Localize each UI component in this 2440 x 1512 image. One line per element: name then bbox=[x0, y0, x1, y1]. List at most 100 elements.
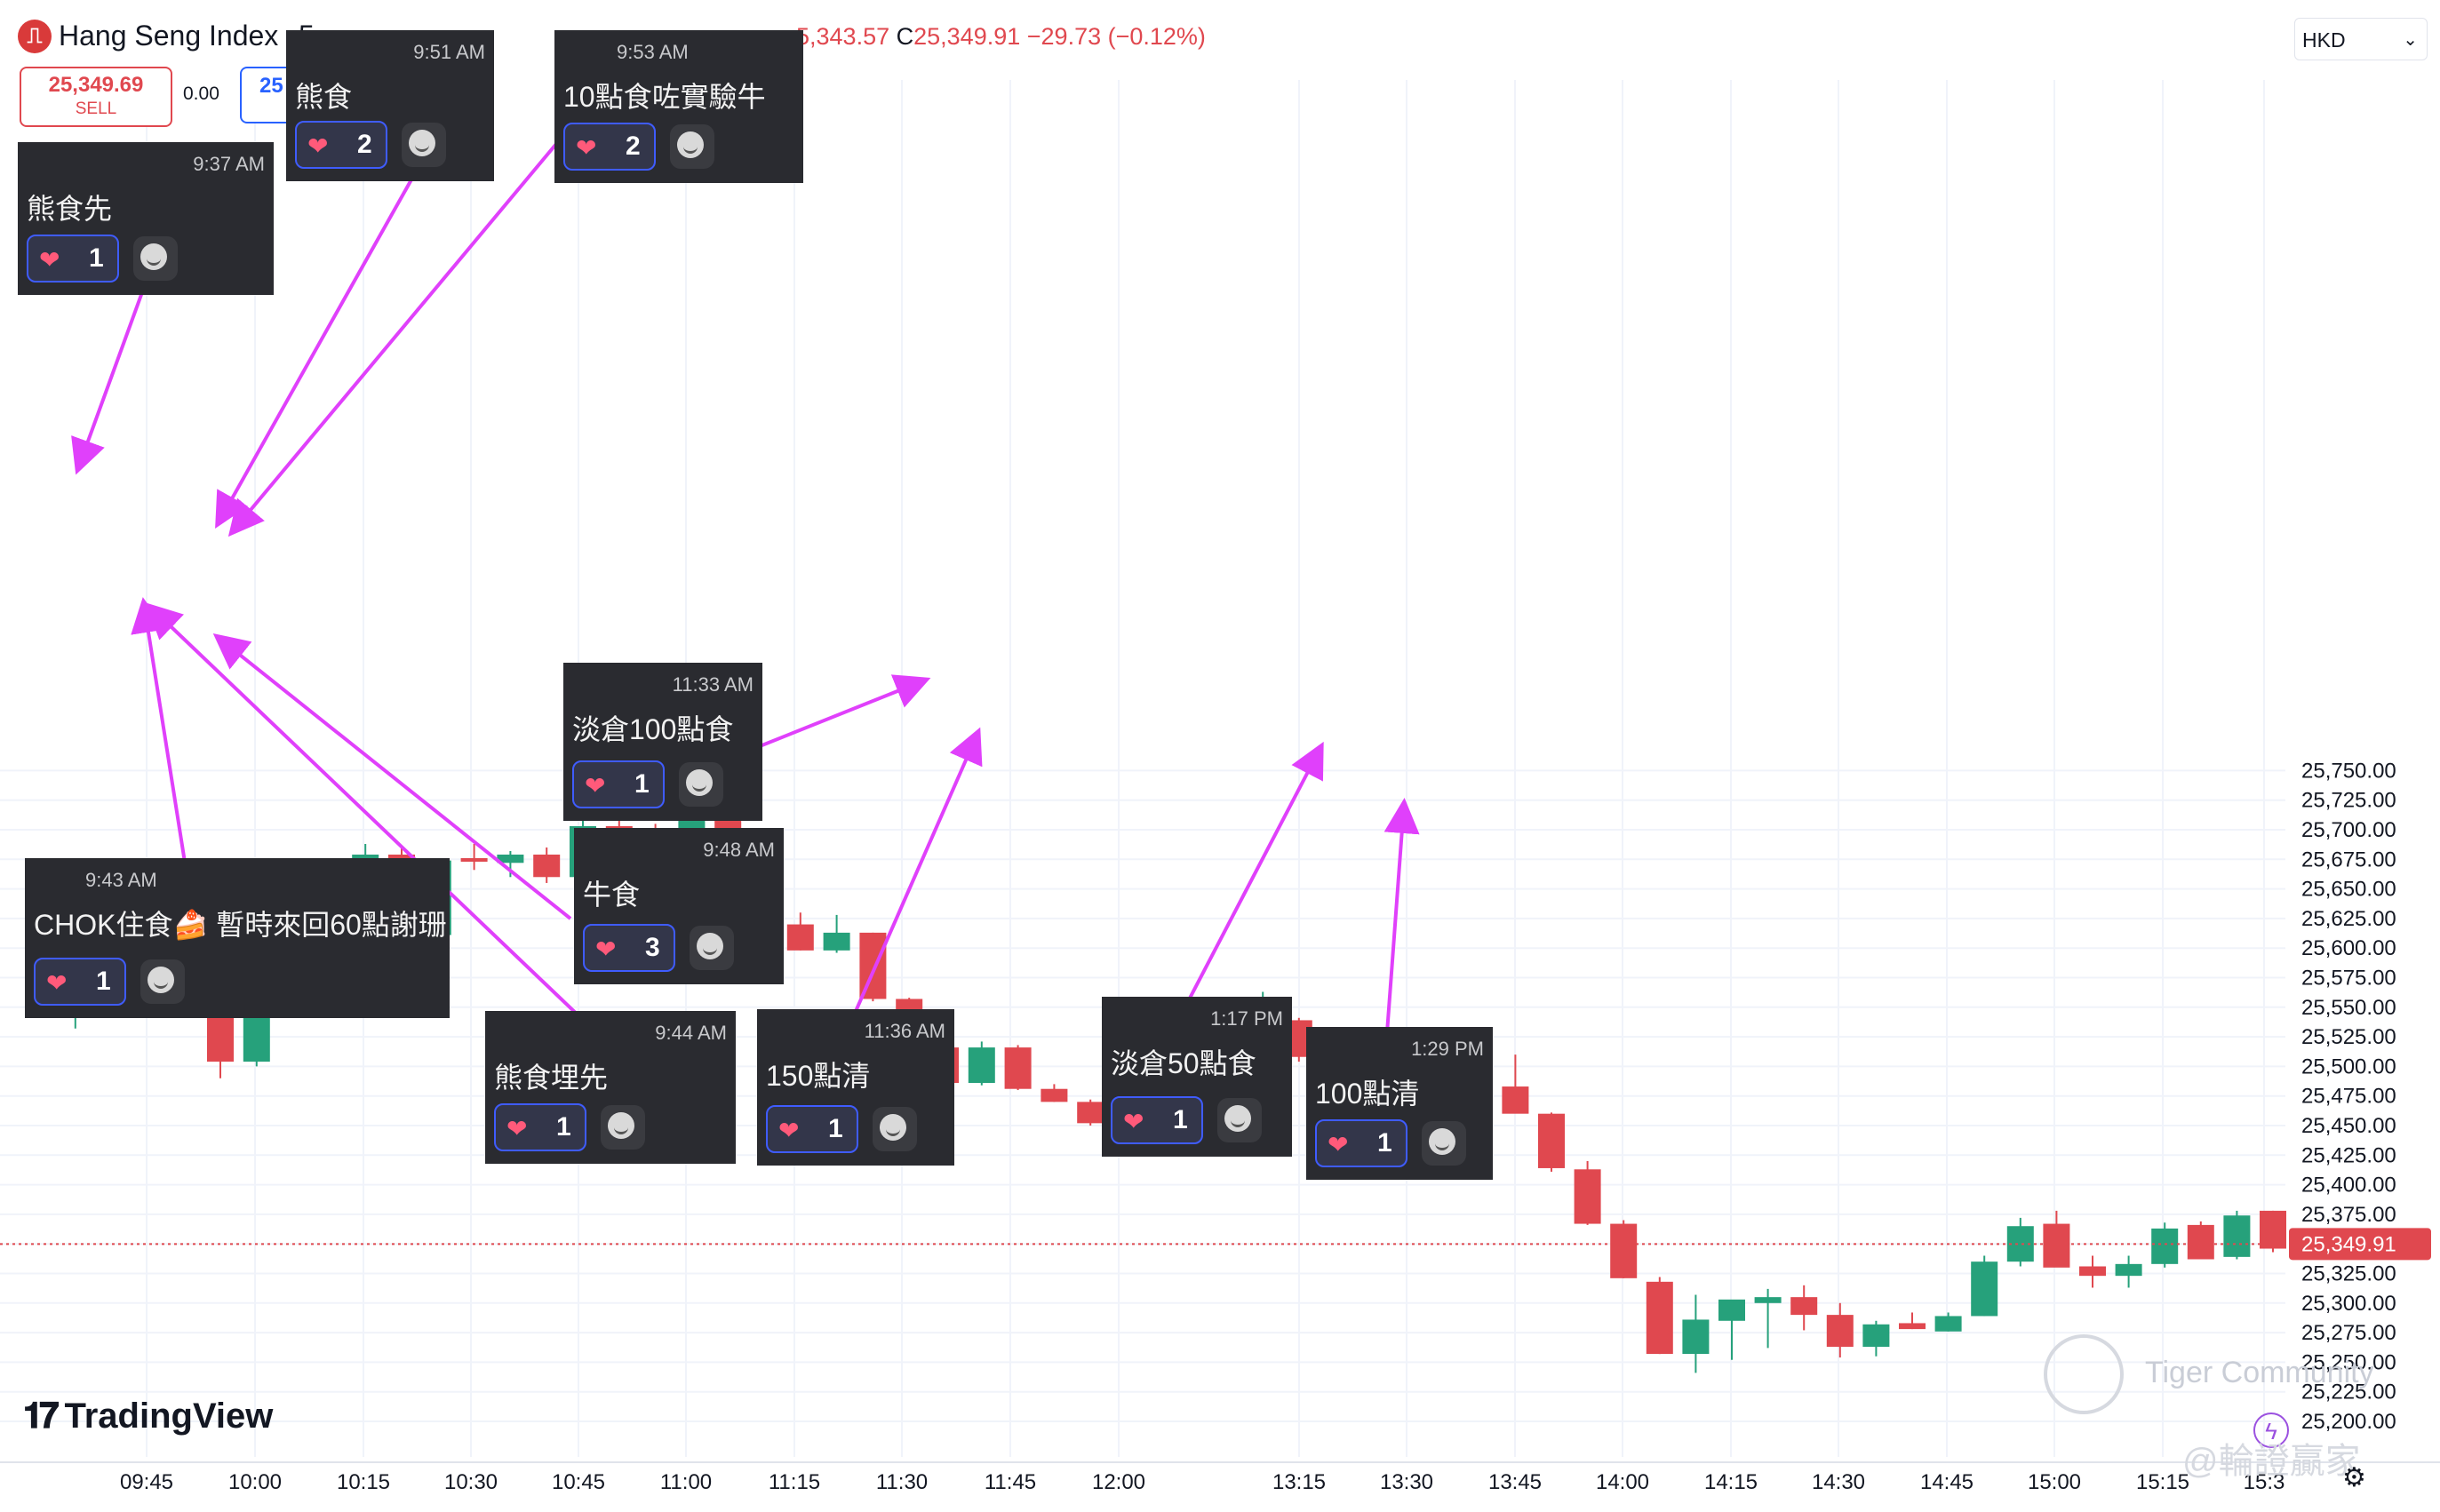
user-watermark: @輪證贏家 bbox=[2182, 1442, 2361, 1481]
emoji-picker-icon[interactable] bbox=[670, 124, 714, 169]
comment-text: CHOK住食🍰 暫時來回60點謝珊 bbox=[34, 909, 447, 941]
comment-text: 100點清 bbox=[1315, 1078, 1420, 1110]
emoji-picker-icon[interactable] bbox=[402, 123, 446, 167]
price-tick-label: 25,425.00 bbox=[2301, 1143, 2396, 1167]
sell-button[interactable]: 25,349.69 SELL bbox=[20, 67, 172, 127]
last-price-marker: 25,349.91 bbox=[0, 1228, 2431, 1261]
candle-body bbox=[1538, 1113, 1565, 1168]
candle-body bbox=[1502, 1086, 1529, 1114]
candle-body bbox=[1610, 1223, 1638, 1278]
candle-body bbox=[786, 924, 814, 951]
emoji-picker-icon[interactable] bbox=[601, 1105, 645, 1150]
price-tick-label: 25,450.00 bbox=[2301, 1114, 2396, 1138]
comment-time: 9:37 AM bbox=[193, 153, 265, 175]
comment-text: 熊食先 bbox=[27, 193, 113, 225]
emoji-picker-icon[interactable] bbox=[1422, 1121, 1466, 1166]
candle-body bbox=[2260, 1210, 2286, 1249]
reaction-button[interactable]: ❤ 1 bbox=[27, 235, 119, 283]
price-axis: 25,750.00 25,725.00 25,700.00 25,675.00 25,6… bbox=[2301, 759, 2396, 1434]
comment-card[interactable]: 11:33 AM 淡倉100點食 ❤ 1 bbox=[563, 663, 762, 821]
currency-label: HKD bbox=[2302, 28, 2346, 52]
last-price-badge bbox=[2289, 1228, 2431, 1261]
heart-icon: ❤ bbox=[39, 246, 60, 274]
comment-card[interactable]: 1:17 PM 淡倉50點食 ❤ 1 bbox=[1102, 997, 1292, 1157]
time-tick-label: 13:45 bbox=[1488, 1470, 1542, 1494]
chart-header: ⎍ Hang Seng Index 5 5,343.57 C25,349.91 … bbox=[0, 0, 2440, 71]
reaction-button[interactable]: ❤ 1 bbox=[1315, 1119, 1407, 1167]
time-tick-label: 14:45 bbox=[1920, 1470, 1974, 1494]
candle-body bbox=[1646, 1281, 1673, 1355]
chart-grid bbox=[0, 80, 2285, 1457]
candle-body bbox=[2115, 1263, 2142, 1277]
comment-card[interactable]: 9:53 AM 10點食咗實驗牛 ❤ 2 bbox=[554, 30, 803, 183]
time-tick-label: 14:15 bbox=[1704, 1470, 1758, 1494]
reaction-button[interactable]: ❤ 1 bbox=[766, 1105, 858, 1153]
reaction-count: 1 bbox=[634, 769, 650, 799]
price-tick-label: 25,200.00 bbox=[2301, 1410, 2396, 1434]
candle-body bbox=[2151, 1228, 2179, 1264]
candle-body bbox=[1041, 1088, 1068, 1102]
reaction-button[interactable]: ❤ 2 bbox=[295, 121, 387, 169]
emoji-picker-icon[interactable] bbox=[140, 959, 185, 1004]
annotation-arrow bbox=[227, 131, 567, 537]
comment-card[interactable]: 9:43 AM CHOK住食🍰 暫時來回60點謝珊 ❤ 1 bbox=[25, 858, 450, 1018]
time-axis: 09:45 10:00 10:15 10:30 10:45 11:00 11:15 11:30… bbox=[0, 1461, 2440, 1494]
chevron-down-icon: ⌄ bbox=[2403, 30, 2418, 50]
candle-body bbox=[968, 1047, 995, 1084]
sell-label: SELL bbox=[75, 99, 117, 118]
candle-body bbox=[1971, 1261, 1998, 1317]
comment-card[interactable]: 1:29 PM 100點清 ❤ 1 bbox=[1306, 1027, 1493, 1180]
symbol-name[interactable]: Hang Seng Index bbox=[59, 20, 279, 52]
tiger-community-watermark: Tiger Community bbox=[2145, 1356, 2374, 1389]
price-tick-label: 25,325.00 bbox=[2301, 1262, 2396, 1286]
comment-card[interactable]: 9:51 AM 熊食 ❤ 2 bbox=[286, 30, 494, 181]
heart-icon: ❤ bbox=[778, 1117, 800, 1144]
time-tick-label: 13:15 bbox=[1272, 1470, 1326, 1494]
annotation-arrow bbox=[1383, 798, 1420, 1046]
sell-price: 25,349.69 bbox=[48, 73, 144, 97]
tradingview-wordmark: TradingView bbox=[64, 1397, 274, 1436]
heart-icon: ❤ bbox=[576, 134, 597, 162]
reaction-count: 1 bbox=[1173, 1105, 1188, 1134]
lightning-icon[interactable]: ϟ bbox=[2253, 1413, 2289, 1448]
comment-text: 淡倉100點食 bbox=[572, 713, 734, 745]
comment-card[interactable]: 9:48 AM 牛食 ❤ 3 bbox=[574, 828, 784, 984]
reaction-count: 2 bbox=[626, 131, 641, 161]
emoji-picker-icon[interactable] bbox=[690, 926, 734, 970]
comment-card[interactable]: 9:44 AM 熊食埋先 ❤ 1 bbox=[485, 1011, 736, 1164]
time-tick-label: 13:30 bbox=[1380, 1470, 1433, 1494]
gear-icon[interactable]: ⚙ bbox=[2342, 1463, 2366, 1492]
candle-body bbox=[1790, 1297, 1818, 1316]
comment-time: 1:29 PM bbox=[1411, 1038, 1484, 1060]
price-tick-label: 25,600.00 bbox=[2301, 936, 2396, 960]
emoji-picker-icon[interactable] bbox=[133, 236, 178, 281]
price-tick-label: 25,575.00 bbox=[2301, 967, 2396, 991]
candle-body bbox=[1862, 1324, 1890, 1348]
comment-time: 11:33 AM bbox=[672, 673, 754, 696]
comment-card[interactable]: 9:37 AM 熊食先 ❤ 1 bbox=[18, 142, 274, 295]
emoji-picker-icon[interactable] bbox=[873, 1107, 917, 1151]
tradingview-logo[interactable]: 𝟏𝟕 TradingView bbox=[23, 1397, 273, 1436]
candle-body bbox=[1718, 1299, 1745, 1321]
candle-body bbox=[1574, 1169, 1601, 1224]
annotation-arrow bbox=[146, 602, 583, 1020]
comment-time: 9:44 AM bbox=[655, 1022, 727, 1044]
emoji-picker-icon[interactable] bbox=[679, 762, 723, 807]
annotation-arrow bbox=[215, 152, 428, 529]
reaction-button[interactable]: ❤ 1 bbox=[572, 760, 665, 808]
reaction-button[interactable]: ❤ 1 bbox=[494, 1103, 586, 1151]
comment-card[interactable]: 11:36 AM 150點清 ❤ 1 bbox=[757, 1009, 954, 1166]
emoji-picker-icon[interactable] bbox=[1217, 1098, 1262, 1142]
currency-select[interactable]: HKD ⌄ bbox=[2294, 18, 2428, 60]
reaction-button[interactable]: ❤ 1 bbox=[1111, 1096, 1203, 1144]
reaction-count: 1 bbox=[556, 1112, 571, 1142]
price-tick-label: 25,750.00 bbox=[2301, 759, 2396, 783]
candle-body bbox=[460, 857, 488, 862]
reaction-count: 2 bbox=[357, 130, 372, 159]
comment-text: 熊食 bbox=[295, 81, 353, 113]
time-tick-label: 11:00 bbox=[660, 1470, 712, 1494]
reaction-button[interactable]: ❤ 1 bbox=[34, 958, 126, 1006]
reaction-button[interactable]: ❤ 2 bbox=[563, 123, 656, 171]
reaction-button[interactable]: ❤ 3 bbox=[583, 924, 675, 972]
